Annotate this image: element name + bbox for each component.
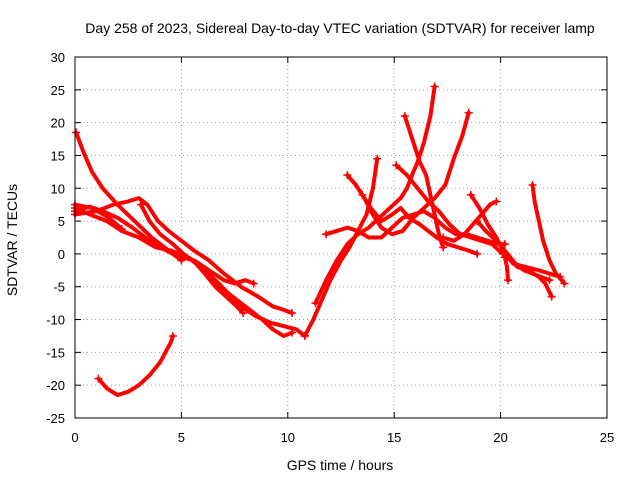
series-sat-t xyxy=(528,180,569,288)
x-tick-label: 5 xyxy=(178,430,185,445)
series-sat-f xyxy=(136,200,248,317)
series-line xyxy=(402,114,446,250)
y-tick-label: -20 xyxy=(46,378,65,393)
y-axis-label: SDTVAR / TECUs xyxy=(4,184,20,296)
y-tick-label: 15 xyxy=(51,148,65,163)
data-point-marker xyxy=(545,276,554,285)
data-point-marker xyxy=(117,224,126,233)
series-line xyxy=(138,202,246,315)
data-point-marker xyxy=(177,256,186,265)
grid-lines xyxy=(75,57,607,418)
x-axis-label: GPS time / hours xyxy=(287,457,394,473)
series-line xyxy=(530,182,567,286)
x-tick-label: 20 xyxy=(493,430,507,445)
data-series xyxy=(71,82,569,398)
data-point-marker xyxy=(311,299,320,308)
series-sat-p xyxy=(439,197,501,243)
y-tick-label: 30 xyxy=(51,50,65,65)
data-point-marker xyxy=(439,243,448,252)
data-point-marker xyxy=(547,292,556,301)
series-sat-u xyxy=(500,253,513,285)
data-point-marker xyxy=(400,112,409,121)
data-point-marker xyxy=(464,108,473,117)
series-sat-h xyxy=(94,331,177,398)
data-point-marker xyxy=(528,180,537,189)
data-point-marker xyxy=(239,308,248,317)
y-tick-label: 20 xyxy=(51,116,65,131)
series-line xyxy=(96,333,175,398)
series-line xyxy=(313,84,437,306)
x-tick-label: 15 xyxy=(387,430,401,445)
y-tick-label: -10 xyxy=(46,313,65,328)
data-point-marker xyxy=(373,154,382,163)
y-tick-label: -5 xyxy=(53,280,65,295)
data-point-marker xyxy=(439,233,448,242)
data-point-marker xyxy=(136,200,145,209)
series-sat-o xyxy=(400,112,448,252)
plot-frame xyxy=(74,56,608,419)
data-point-marker xyxy=(500,240,509,249)
data-point-marker xyxy=(504,276,513,285)
data-point-marker xyxy=(358,190,367,199)
data-point-marker xyxy=(560,279,569,288)
data-point-marker xyxy=(466,190,475,199)
series-line xyxy=(394,163,505,256)
y-tick-label: 5 xyxy=(58,214,65,229)
series-line xyxy=(360,192,480,256)
data-point-marker xyxy=(343,171,352,180)
data-point-marker xyxy=(392,161,401,170)
data-point-marker xyxy=(72,128,81,137)
series-line xyxy=(441,199,499,243)
series-line xyxy=(302,156,380,338)
data-point-marker xyxy=(492,197,501,206)
x-tick-label: 0 xyxy=(71,430,78,445)
series-sat-m xyxy=(358,190,482,258)
series-line xyxy=(73,202,124,231)
series-line xyxy=(504,255,554,299)
data-point-marker xyxy=(288,308,297,317)
data-point-marker xyxy=(500,253,509,262)
x-tick-label: 25 xyxy=(600,430,614,445)
series-sat-c xyxy=(71,203,297,338)
data-point-marker xyxy=(322,230,331,239)
y-tick-label: 0 xyxy=(58,247,65,262)
data-point-marker xyxy=(300,331,309,340)
data-point-marker xyxy=(473,217,482,226)
tick-labels: 0 5 10 15 20 25 30 25 20 15 10 5 0 -5 -10 -15 -20 -25 xyxy=(46,50,614,445)
y-tick-label: -25 xyxy=(46,411,65,426)
y-tick-label: -15 xyxy=(46,345,65,360)
series-sat-i xyxy=(300,154,382,340)
data-point-marker xyxy=(168,331,177,340)
chart-title: Day 258 of 2023, Sidereal Day-to-day VTE… xyxy=(85,20,595,36)
data-point-marker xyxy=(473,249,482,258)
series-line xyxy=(73,196,295,315)
series-sat-j xyxy=(311,82,439,308)
data-point-marker xyxy=(430,82,439,91)
y-tick-label: 25 xyxy=(51,83,65,98)
series-line xyxy=(198,265,307,338)
data-point-marker xyxy=(196,263,205,272)
data-point-marker xyxy=(94,374,103,383)
data-point-marker xyxy=(249,279,258,288)
y-tick-label: 10 xyxy=(51,181,65,196)
x-tick-label: 10 xyxy=(281,430,295,445)
